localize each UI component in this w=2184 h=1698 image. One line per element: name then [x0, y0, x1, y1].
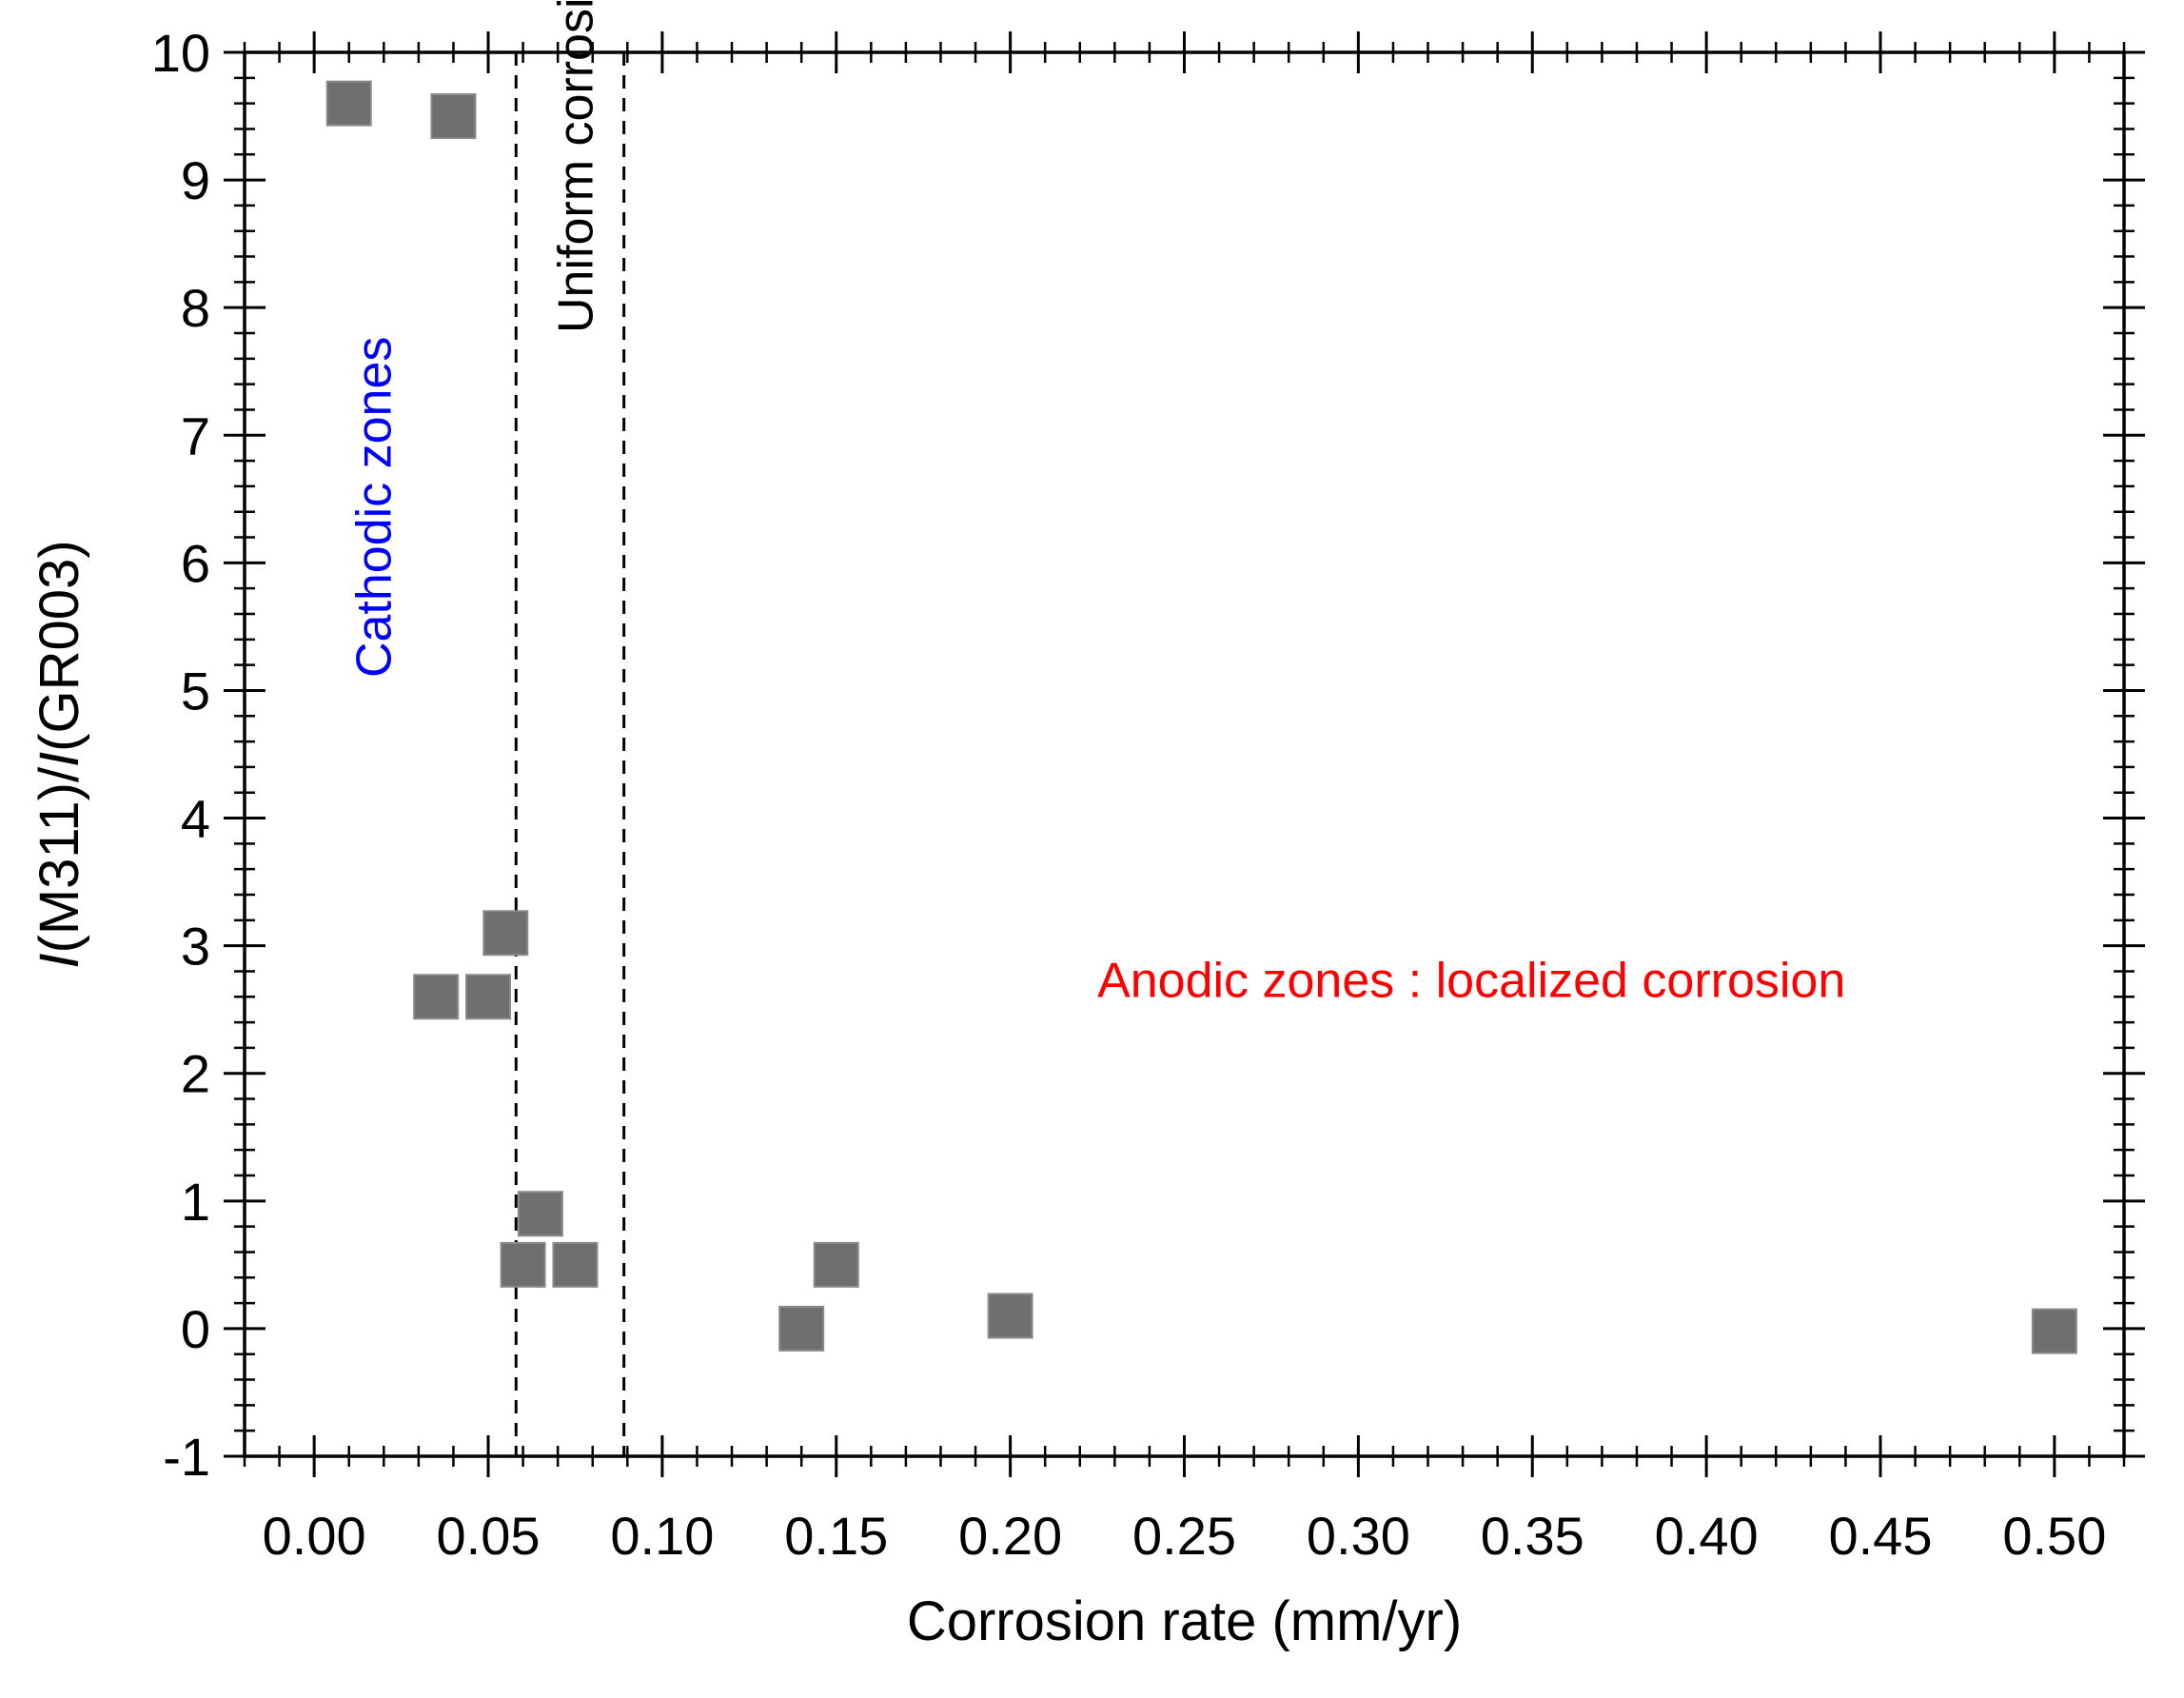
y-tick-label: 2 — [181, 1044, 210, 1104]
y-tick-label: 0 — [181, 1299, 210, 1359]
x-tick-label: 0.00 — [263, 1506, 366, 1566]
y-tick-label: 4 — [181, 789, 210, 849]
tick-labels: 0.00 0.05 0.10 0.15 0.20 0.25 0.30 0.35 0.40 0.45… — [151, 23, 2107, 1566]
y-tick-label: 5 — [181, 661, 210, 721]
y-axis-title-part-4: (GR003) — [29, 540, 90, 751]
data-point — [430, 93, 477, 140]
reference-lines — [514, 52, 626, 1456]
y-tick-label: 10 — [151, 23, 210, 83]
annotation-2: Uniform corrosion — [549, 0, 604, 333]
data-point — [500, 1241, 546, 1288]
x-tick-label: 0.15 — [784, 1506, 888, 1566]
data-point — [552, 1241, 599, 1288]
y-tick-label: 9 — [181, 150, 210, 210]
data-point — [778, 1305, 825, 1352]
data-point — [413, 974, 460, 1020]
x-axis-title: Corrosion rate (mm/yr) — [907, 1590, 1462, 1652]
annotations: Cathodic zones Uniform corrosion Anodic zo… — [347, 0, 1846, 1008]
data-point — [325, 80, 372, 127]
y-axis-title-italic-1: I — [29, 953, 90, 968]
data-points — [325, 80, 2077, 1354]
data-point — [987, 1293, 1033, 1339]
y-tick-label: 3 — [181, 917, 210, 977]
x-tick-label: 0.35 — [1481, 1506, 1584, 1566]
plot-frame — [243, 50, 2126, 1458]
x-tick-label: 0.25 — [1132, 1506, 1236, 1566]
y-axis-title-italic-2: I — [29, 752, 90, 767]
y-tick-label: -1 — [163, 1427, 210, 1487]
x-tick-label: 0.45 — [1828, 1506, 1932, 1566]
annotation-1: Cathodic zones — [347, 337, 403, 678]
data-point — [482, 910, 529, 957]
x-tick-label: 0.20 — [958, 1506, 1062, 1566]
x-tick-label: 0.05 — [437, 1506, 541, 1566]
x-tick-label: 0.30 — [1307, 1506, 1410, 1566]
y-axis-title-part-2: (M311)/ — [29, 766, 90, 953]
y-axis-title: I(M311)/I(GR003) — [29, 540, 90, 968]
y-tick-label: 1 — [181, 1172, 210, 1232]
y-tick-label: 8 — [181, 278, 210, 338]
data-point — [2031, 1308, 2077, 1354]
annotation-3: Anodic zones : localized corrosion — [1097, 953, 1845, 1008]
x-tick-label: 0.40 — [1655, 1506, 1759, 1566]
data-point — [517, 1191, 563, 1237]
x-tick-label: 0.50 — [2002, 1506, 2106, 1566]
x-tick-label: 0.10 — [610, 1506, 714, 1566]
y-tick-label: 6 — [181, 533, 210, 593]
data-point — [465, 974, 512, 1020]
y-tick-label: 7 — [181, 405, 210, 465]
data-point — [813, 1241, 859, 1288]
